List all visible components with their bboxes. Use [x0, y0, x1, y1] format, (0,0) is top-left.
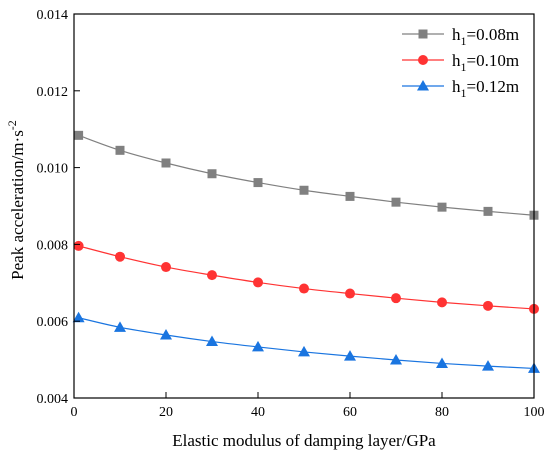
data-point — [114, 321, 126, 332]
data-point — [115, 251, 125, 262]
plot-area — [72, 130, 540, 373]
data-point — [73, 240, 84, 251]
data-point — [207, 270, 217, 281]
x-tick-label: 100 — [524, 405, 545, 420]
legend-label: h1=0.08m — [452, 25, 519, 48]
legend-label-base: h — [452, 25, 461, 44]
data-point — [298, 345, 310, 357]
y-tick-label: 0.006 — [37, 315, 69, 330]
y-axis-label-superscript: -2 — [5, 120, 19, 130]
data-point — [253, 178, 263, 188]
legend-entry-1: h1=0.08m — [402, 25, 519, 48]
data-point — [345, 191, 355, 201]
data-point — [483, 206, 493, 216]
legend-marker — [418, 55, 428, 65]
x-tick-label: 0 — [71, 405, 78, 420]
data-point — [390, 353, 402, 365]
data-point — [483, 300, 493, 311]
data-point — [74, 130, 84, 140]
data-point — [437, 202, 447, 212]
legend-marker — [417, 80, 429, 91]
x-axis-label: Elastic modulus of damping layer/GPa — [172, 431, 436, 450]
legend-entry-3: h1=0.12m — [402, 77, 519, 100]
data-point — [207, 169, 217, 179]
legend-label: h1=0.12m — [452, 77, 519, 100]
y-axis-label-text: Peak acceleration/m·s — [8, 130, 27, 280]
data-point — [436, 357, 448, 368]
x-tick-label: 80 — [435, 405, 449, 420]
data-point — [252, 340, 264, 352]
data-point — [482, 360, 494, 371]
series-2 — [73, 240, 539, 314]
y-tick-label: 0.014 — [37, 8, 69, 23]
plot-frame — [73, 13, 535, 399]
data-point — [391, 197, 401, 207]
data-point — [206, 335, 218, 347]
legend-label-subscript: 1 — [461, 34, 467, 48]
data-point — [299, 185, 309, 195]
series-line — [78, 317, 535, 370]
legend-label-base: h — [452, 77, 461, 96]
data-point — [115, 145, 125, 155]
x-tick-label: 20 — [159, 405, 173, 420]
data-point — [299, 283, 309, 294]
data-point — [161, 158, 171, 168]
legend-label-subscript: 1 — [461, 60, 467, 74]
x-tick-label: 40 — [251, 405, 265, 420]
series-1 — [74, 130, 539, 220]
x-tick-label: 60 — [343, 405, 357, 420]
legend-label-subscript: 1 — [461, 86, 467, 100]
data-point — [391, 293, 401, 304]
y-tick-label: 0.004 — [37, 392, 69, 407]
y-tick-label: 0.010 — [37, 162, 69, 177]
legend-label-base: h — [452, 51, 461, 70]
data-point — [160, 329, 172, 340]
legend-marker — [418, 29, 428, 39]
series-3 — [72, 311, 540, 373]
axes: 0 20 40 60 80 100 0.004 0.006 0.008 0.010 0.012 0.0… — [37, 8, 545, 420]
data-point — [344, 350, 356, 361]
y-tick-label: 0.008 — [37, 238, 69, 253]
data-point — [437, 297, 447, 308]
legend-entry-2: h1=0.10m — [402, 51, 519, 74]
data-point — [253, 277, 263, 288]
legend-label: h1=0.10m — [452, 51, 519, 74]
series-line — [78, 134, 535, 216]
legend-label-rest: =0.12m — [467, 77, 520, 96]
legend-label-rest: =0.10m — [467, 51, 520, 70]
data-point — [345, 288, 355, 299]
series-line — [78, 245, 535, 310]
data-point — [72, 311, 85, 323]
data-point — [161, 262, 171, 273]
legend-label-rest: =0.08m — [467, 25, 520, 44]
y-axis-label: Peak acceleration/m·s-2 — [5, 120, 27, 280]
y-tick-label: 0.012 — [37, 85, 69, 100]
